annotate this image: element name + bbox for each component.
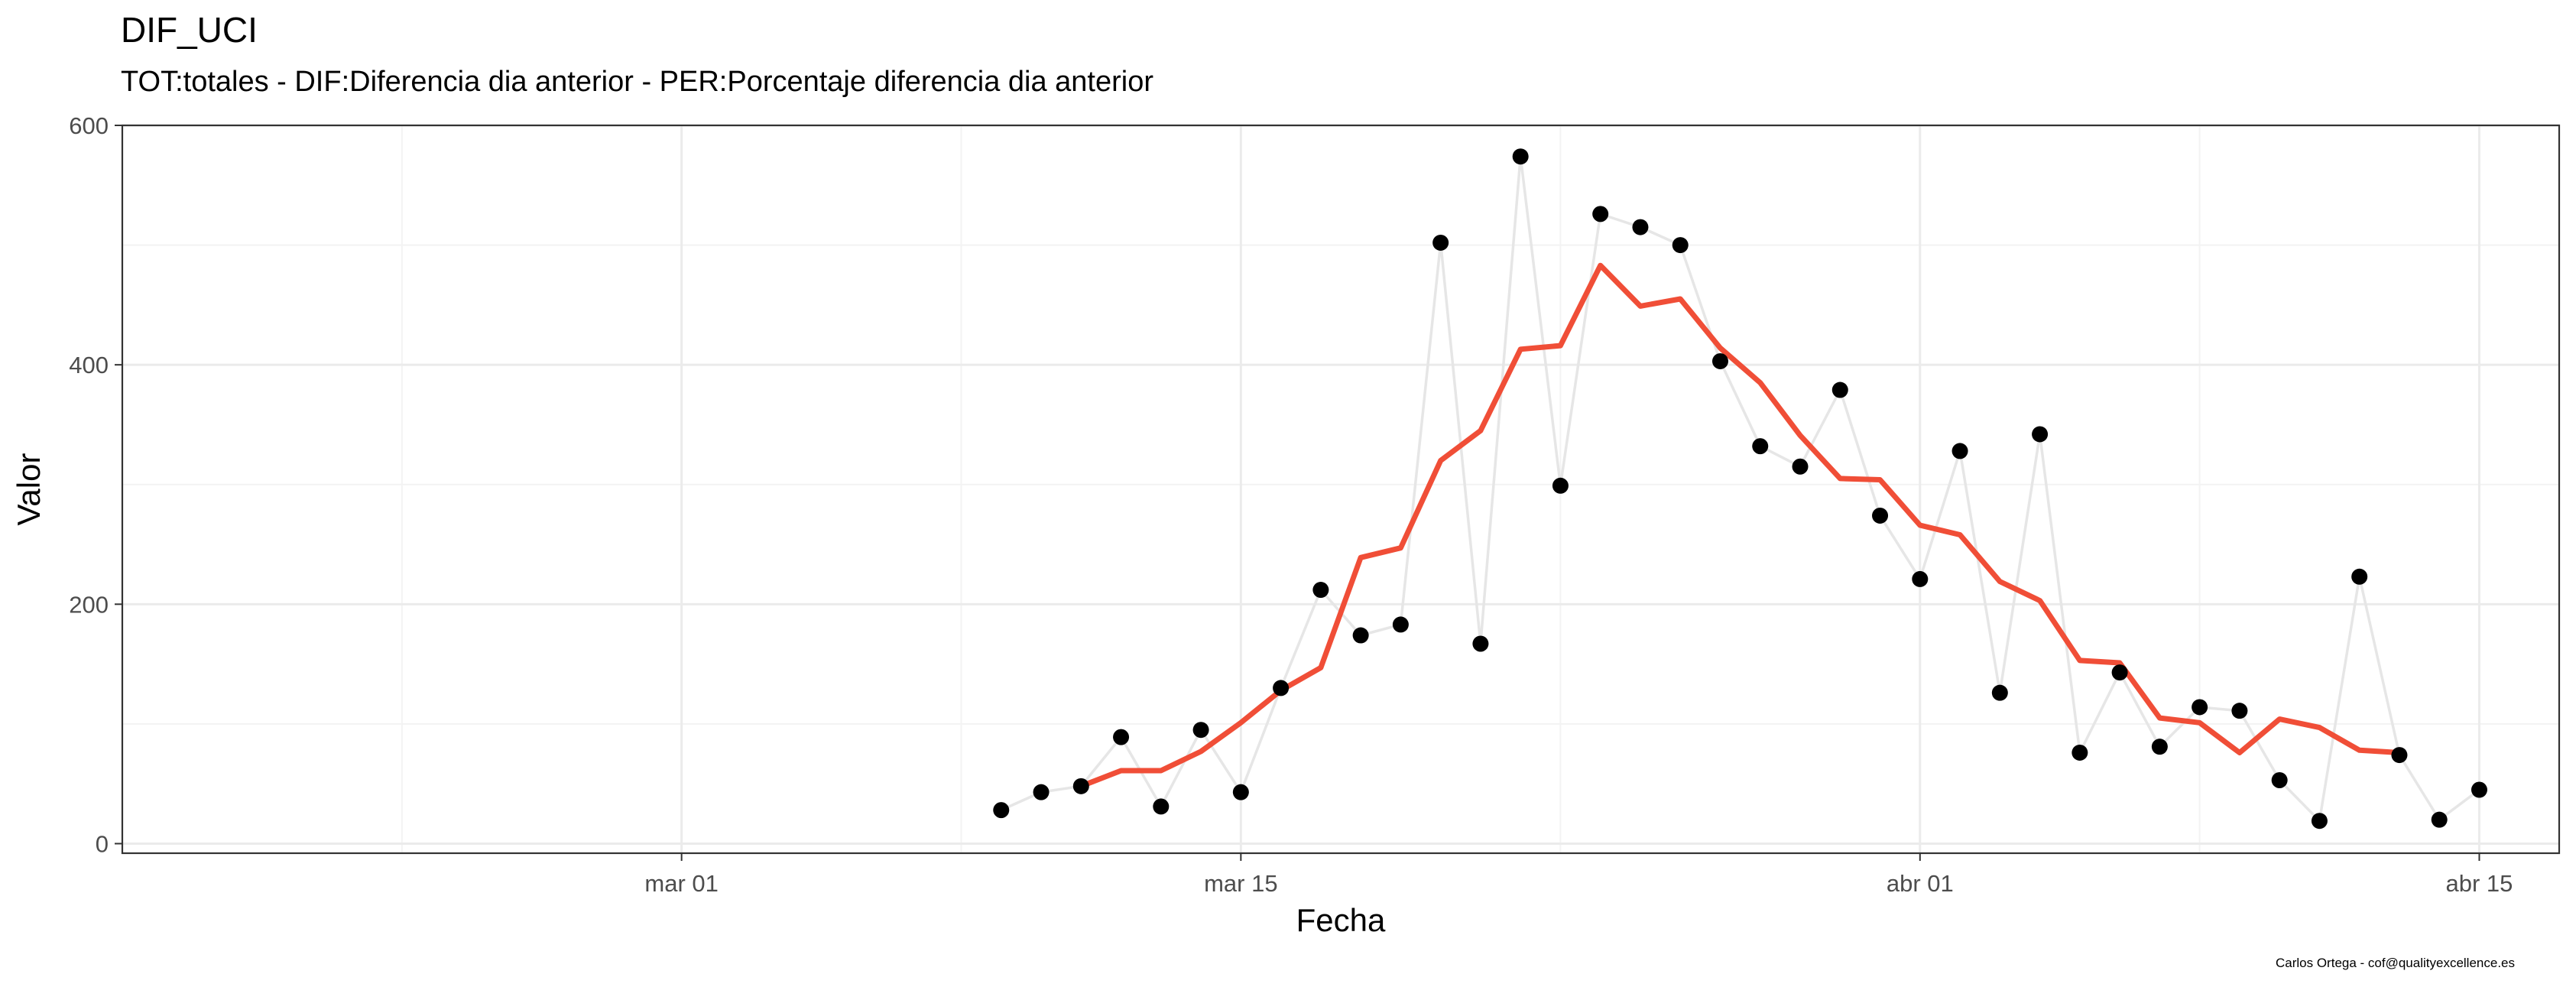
x-axis-title: Fecha — [1296, 902, 1386, 938]
smooth-layer — [1078, 262, 2402, 789]
x-tick-label: abr 15 — [2446, 870, 2513, 897]
data-point — [1792, 458, 1809, 475]
data-point — [1113, 729, 1130, 745]
axis-layer: mar 01 mar 15 abr 01 abr 15 0 200 400 600 — [69, 112, 2513, 897]
data-point — [1512, 148, 1529, 165]
data-point — [1872, 507, 1889, 524]
point-layer — [993, 148, 2487, 830]
data-point — [1472, 635, 1489, 652]
data-point — [1153, 798, 1170, 815]
data-point — [1312, 582, 1329, 599]
grid-layer — [122, 124, 2559, 853]
x-tick-label: abr 01 — [1887, 870, 1954, 897]
data-point — [993, 802, 1010, 819]
data-point — [2471, 781, 2487, 798]
data-point — [1432, 234, 1449, 251]
y-tick-label: 400 — [69, 352, 109, 378]
data-point — [2111, 664, 2128, 681]
data-point — [1831, 381, 1848, 398]
data-point — [1232, 784, 1249, 800]
connector-layer — [1001, 154, 2480, 823]
y-tick-label: 200 — [69, 591, 109, 618]
y-axis-title: Valor — [11, 453, 47, 526]
data-point — [2072, 744, 2088, 761]
chart-subtitle: TOT:totales - DIF:Diferencia dia anterio… — [121, 66, 1154, 98]
data-point — [2231, 703, 2248, 719]
data-point — [2391, 747, 2408, 764]
data-point — [2431, 811, 2448, 828]
smoothed-line — [1078, 262, 2402, 789]
data-point — [1033, 784, 1050, 800]
data-point — [2311, 813, 2328, 830]
data-point — [1273, 680, 1290, 696]
panel-border — [121, 124, 2561, 855]
data-point — [1711, 352, 1728, 369]
data-point — [1672, 237, 1689, 254]
data-point — [1352, 627, 1369, 644]
data-point — [1072, 778, 1089, 794]
x-tick-label: mar 15 — [1204, 870, 1277, 897]
data-point — [2192, 699, 2208, 716]
x-tick-label: mar 01 — [644, 870, 718, 897]
y-tick-label: 600 — [69, 112, 109, 139]
data-point — [1752, 438, 1769, 455]
data-point — [2151, 739, 2168, 755]
data-point — [1951, 443, 1968, 459]
caption: Carlos Ortega - cof@qualityexcellence.es — [2275, 956, 2515, 970]
data-point — [1192, 722, 1209, 739]
data-point — [1592, 206, 1609, 222]
data-point — [1392, 616, 1409, 633]
connector-line — [1001, 154, 2480, 823]
y-tick-label: 0 — [96, 830, 109, 857]
data-point — [2351, 568, 2368, 585]
data-point — [1552, 477, 1569, 494]
data-point — [1912, 570, 1929, 587]
data-point — [1991, 684, 2008, 701]
data-point — [2271, 771, 2288, 788]
data-point — [1632, 219, 1649, 235]
chart-title: DIF_UCI — [121, 10, 258, 50]
data-point — [2032, 426, 2049, 443]
